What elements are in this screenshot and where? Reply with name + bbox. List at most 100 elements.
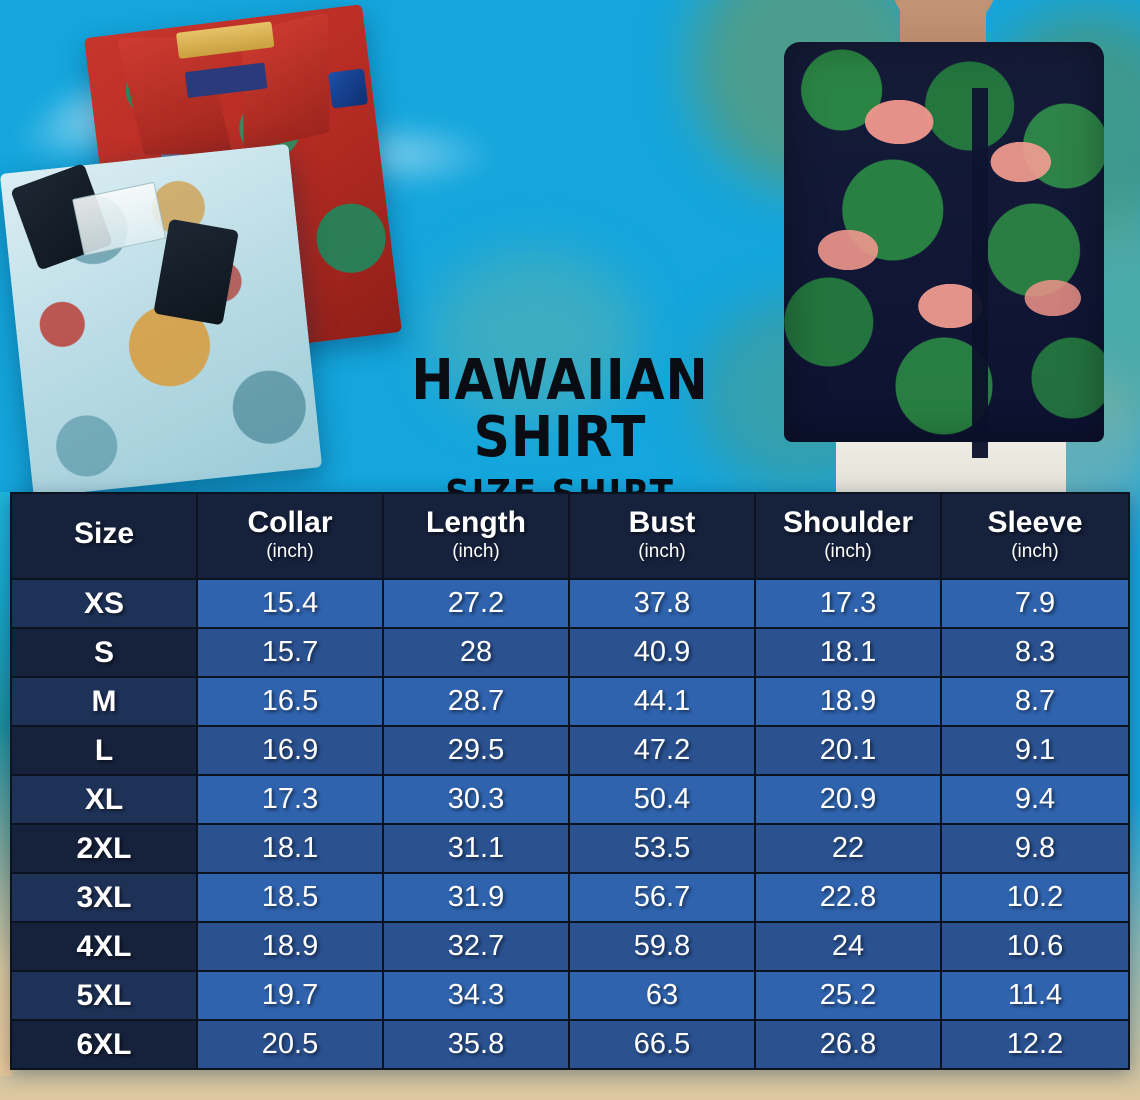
column-header-length: Length (inch) xyxy=(382,492,570,580)
column-header-collar-unit: (inch) xyxy=(266,540,314,562)
cell-shoulder: 17.3 xyxy=(754,578,942,629)
cell-length: 30.3 xyxy=(382,774,570,825)
cell-collar: 18.1 xyxy=(196,823,384,874)
column-header-bust-label: Bust xyxy=(628,505,696,539)
column-header-sleeve-unit: (inch) xyxy=(1011,540,1059,562)
cell-collar: 18.5 xyxy=(196,872,384,923)
cell-shoulder: 18.1 xyxy=(754,627,942,678)
column-header-size: Size xyxy=(10,492,198,580)
left-accent-strip xyxy=(0,492,12,1076)
column-header-bust: Bust (inch) xyxy=(568,492,756,580)
cell-sleeve: 9.8 xyxy=(940,823,1130,874)
cell-size: 4XL xyxy=(10,921,198,972)
column-header-shoulder: Shoulder (inch) xyxy=(754,492,942,580)
cell-length: 34.3 xyxy=(382,970,570,1021)
cell-bust: 50.4 xyxy=(568,774,756,825)
cell-shoulder: 22 xyxy=(754,823,942,874)
cell-sleeve: 8.7 xyxy=(940,676,1130,727)
table-row: 2XL 18.1 31.1 53.5 22 9.8 xyxy=(10,823,1130,874)
shirt-button-placket xyxy=(972,88,988,458)
table-head: Size Collar (inch) Length (inch) Bust (i… xyxy=(10,492,1130,580)
cell-collar: 16.5 xyxy=(196,676,384,727)
cell-size: 6XL xyxy=(10,1019,198,1070)
cell-bust: 56.7 xyxy=(568,872,756,923)
cell-shoulder: 25.2 xyxy=(754,970,942,1021)
table-row: 3XL 18.5 31.9 56.7 22.8 10.2 xyxy=(10,872,1130,923)
column-header-collar-label: Collar xyxy=(247,505,333,539)
model-flamingo-shirt xyxy=(784,42,1104,458)
cell-bust: 59.8 xyxy=(568,921,756,972)
cell-length: 28 xyxy=(382,627,570,678)
red-shirt-sleeve-tag xyxy=(327,68,369,109)
cell-sleeve: 7.9 xyxy=(940,578,1130,629)
cell-shoulder: 26.8 xyxy=(754,1019,942,1070)
table-row: XL 17.3 30.3 50.4 20.9 9.4 xyxy=(10,774,1130,825)
cell-collar: 15.4 xyxy=(196,578,384,629)
column-header-length-unit: (inch) xyxy=(452,540,500,562)
cell-sleeve: 9.4 xyxy=(940,774,1130,825)
column-header-shoulder-unit: (inch) xyxy=(824,540,872,562)
column-header-shoulder-label: Shoulder xyxy=(782,505,913,539)
column-header-size-label: Size xyxy=(73,517,135,550)
cell-collar: 19.7 xyxy=(196,970,384,1021)
table-row: 5XL 19.7 34.3 63 25.2 11.4 xyxy=(10,970,1130,1021)
size-chart-table: Size Collar (inch) Length (inch) Bust (i… xyxy=(10,492,1130,1070)
page-title: HAWAIIAN SHIRT xyxy=(411,348,709,471)
cell-size: XL xyxy=(10,774,198,825)
cell-length: 27.2 xyxy=(382,578,570,629)
cell-size: S xyxy=(10,627,198,678)
cell-bust: 37.8 xyxy=(568,578,756,629)
cell-collar: 17.3 xyxy=(196,774,384,825)
cell-collar: 16.9 xyxy=(196,725,384,776)
blue-hawaiian-shirt xyxy=(0,143,323,498)
model-photo xyxy=(740,0,1140,492)
cell-collar: 15.7 xyxy=(196,627,384,678)
table-body: XS 15.4 27.2 37.8 17.3 7.9 S 15.7 28 40.9 18.1 8.3 M… xyxy=(10,578,1130,1070)
cell-size: XS xyxy=(10,578,198,629)
cell-size: 5XL xyxy=(10,970,198,1021)
cell-sleeve: 10.2 xyxy=(940,872,1130,923)
table-header-row: Size Collar (inch) Length (inch) Bust (i… xyxy=(10,492,1130,580)
cell-size: M xyxy=(10,676,198,727)
table-row: 6XL 20.5 35.8 66.5 26.8 12.2 xyxy=(10,1019,1130,1070)
column-header-sleeve: Sleeve (inch) xyxy=(940,492,1130,580)
cell-shoulder: 20.1 xyxy=(754,725,942,776)
blue-shirt-collar-right xyxy=(153,218,239,326)
cell-bust: 44.1 xyxy=(568,676,756,727)
table-row: L 16.9 29.5 47.2 20.1 9.1 xyxy=(10,725,1130,776)
cell-sleeve: 8.3 xyxy=(940,627,1130,678)
cell-length: 29.5 xyxy=(382,725,570,776)
table-row: S 15.7 28 40.9 18.1 8.3 xyxy=(10,627,1130,678)
cell-length: 28.7 xyxy=(382,676,570,727)
cell-sleeve: 12.2 xyxy=(940,1019,1130,1070)
cell-length: 31.1 xyxy=(382,823,570,874)
cell-sleeve: 10.6 xyxy=(940,921,1130,972)
column-header-bust-unit: (inch) xyxy=(638,540,686,562)
column-header-collar: Collar (inch) xyxy=(196,492,384,580)
foliage-blur-5 xyxy=(430,250,640,420)
cell-collar: 20.5 xyxy=(196,1019,384,1070)
column-header-sleeve-label: Sleeve xyxy=(987,505,1083,539)
cell-shoulder: 20.9 xyxy=(754,774,942,825)
cell-size: L xyxy=(10,725,198,776)
table-row: XS 15.4 27.2 37.8 17.3 7.9 xyxy=(10,578,1130,629)
table-row: 4XL 18.9 32.7 59.8 24 10.6 xyxy=(10,921,1130,972)
table-row: M 16.5 28.7 44.1 18.9 8.7 xyxy=(10,676,1130,727)
cell-bust: 40.9 xyxy=(568,627,756,678)
cell-length: 35.8 xyxy=(382,1019,570,1070)
column-header-length-label: Length xyxy=(426,505,526,539)
cell-collar: 18.9 xyxy=(196,921,384,972)
cell-shoulder: 24 xyxy=(754,921,942,972)
cell-length: 32.7 xyxy=(382,921,570,972)
cell-sleeve: 11.4 xyxy=(940,970,1130,1021)
cell-size: 3XL xyxy=(10,872,198,923)
cell-bust: 63 xyxy=(568,970,756,1021)
cell-shoulder: 18.9 xyxy=(754,676,942,727)
cell-length: 31.9 xyxy=(382,872,570,923)
cell-size: 2XL xyxy=(10,823,198,874)
cell-shoulder: 22.8 xyxy=(754,872,942,923)
cell-bust: 53.5 xyxy=(568,823,756,874)
cell-bust: 47.2 xyxy=(568,725,756,776)
cell-sleeve: 9.1 xyxy=(940,725,1130,776)
cell-bust: 66.5 xyxy=(568,1019,756,1070)
